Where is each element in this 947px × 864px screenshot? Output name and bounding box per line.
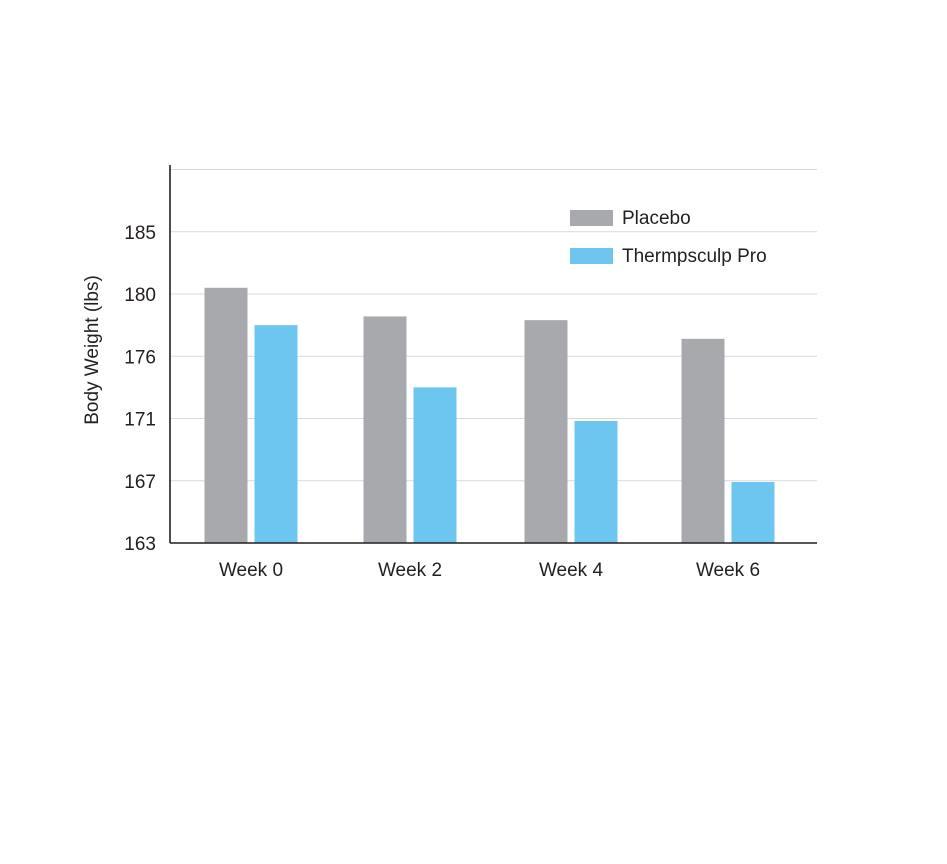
y-tick-label: 180 [124, 285, 156, 306]
y-tick-label: 167 [124, 472, 156, 493]
x-tick-labels: Week 0 Week 2 Week 4 Week 6 [219, 560, 760, 581]
bar-thermpsculp-pro [413, 387, 457, 543]
bar-thermpsculp-pro [254, 325, 298, 543]
y-tick-label: 185 [124, 223, 156, 244]
y-tick-label: 176 [124, 347, 156, 368]
bar-thermpsculp-pro [731, 481, 775, 543]
legend: Placebo Thermpsculp Pro [570, 208, 767, 267]
bar-placebo [524, 320, 568, 543]
y-tick-labels: 163 167 171 176 180 185 [124, 223, 156, 555]
legend-swatch [570, 210, 613, 226]
y-tick-label: 163 [124, 534, 156, 555]
legend-label: Thermpsculp Pro [622, 246, 767, 267]
x-tick-label: Week 4 [539, 560, 604, 581]
bar-placebo [363, 316, 407, 543]
legend-label: Placebo [622, 208, 691, 229]
x-tick-label: Week 6 [696, 560, 760, 581]
legend-swatch [570, 248, 613, 264]
bar-placebo [204, 287, 248, 543]
y-axis-title: Body Weight (lbs) [82, 275, 103, 425]
x-tick-label: Week 2 [378, 560, 442, 581]
bar-placebo [681, 338, 725, 543]
y-tick-label: 171 [124, 410, 156, 431]
x-tick-label: Week 0 [219, 560, 283, 581]
axes [169, 165, 817, 544]
bars [204, 287, 775, 543]
bar-thermpsculp-pro [574, 420, 618, 543]
